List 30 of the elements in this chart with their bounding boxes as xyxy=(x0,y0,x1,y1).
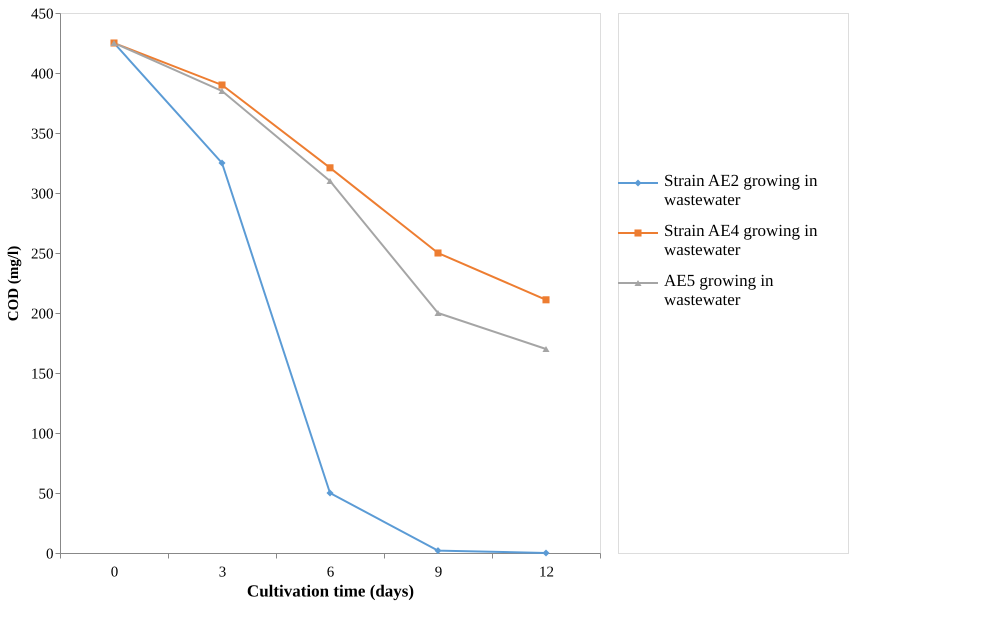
point xyxy=(434,310,442,316)
y-tick-label: 100 xyxy=(31,426,54,442)
point xyxy=(542,346,550,352)
y-axis-title: COD (mg/l) xyxy=(6,246,22,322)
x-tick-label: 6 xyxy=(326,564,335,580)
y-tick-label: 0 xyxy=(46,546,54,562)
x-tick-label: 3 xyxy=(218,564,226,580)
y-tick-label: 50 xyxy=(38,486,54,502)
y-tick-label: 350 xyxy=(31,126,54,142)
y-tick-label: 250 xyxy=(31,246,54,262)
legend-label: Strain AE2 growing in wastewater xyxy=(664,171,818,209)
point xyxy=(542,296,550,304)
point xyxy=(326,489,334,497)
point xyxy=(326,164,334,172)
point xyxy=(326,178,334,184)
y-tick-label: 450 xyxy=(31,6,54,22)
x-tick-label: 0 xyxy=(110,564,118,580)
x-tick-label: 12 xyxy=(539,564,554,580)
point xyxy=(434,547,442,554)
x-axis-title: Cultivation time (days) xyxy=(246,582,414,600)
point xyxy=(218,159,226,167)
y-tick-label: 200 xyxy=(31,306,54,322)
legend-label: AE5 growing in wastewater xyxy=(664,271,774,309)
legend-label: Strain AE4 growing in wastewater xyxy=(664,221,818,259)
x-tick-label: 9 xyxy=(434,564,442,580)
y-tick-label: 300 xyxy=(31,186,54,202)
point xyxy=(434,249,442,257)
point xyxy=(218,81,226,89)
y-tick-label: 400 xyxy=(31,66,54,82)
y-tick-label: 150 xyxy=(31,366,54,382)
